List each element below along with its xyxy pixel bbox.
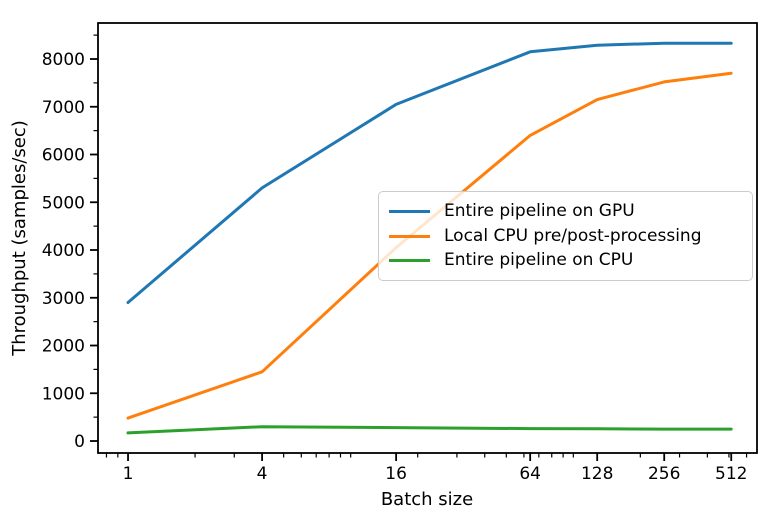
x-tick-label: 1 xyxy=(123,464,134,484)
y-tick-label: 6000 xyxy=(42,146,85,166)
legend-label: Local CPU pre/post-processing xyxy=(444,225,702,246)
legend-line-swatch-local-cpu xyxy=(389,234,430,238)
x-tick-label: 256 xyxy=(648,464,680,484)
legend: Entire pipeline on GPU Local CPU pre/pos… xyxy=(378,191,753,281)
y-axis-label: Throughput (samples/sec) xyxy=(9,120,30,357)
legend-line-swatch-cpu xyxy=(389,258,430,262)
legend-item: Entire pipeline on GPU xyxy=(389,203,744,220)
y-tick-label: 5000 xyxy=(42,193,85,213)
y-tick-label: 0 xyxy=(74,432,85,452)
y-tick-label: 8000 xyxy=(42,50,85,70)
series-layer xyxy=(126,41,733,435)
series-line-2 xyxy=(126,425,733,435)
x-tick-label: 128 xyxy=(581,464,613,484)
legend-label: Entire pipeline on CPU xyxy=(444,249,634,270)
series-line-0 xyxy=(126,41,733,304)
x-tick-label: 4 xyxy=(257,464,268,484)
legend-item: Local CPU pre/post-processing xyxy=(389,225,744,246)
y-tick-label: 1000 xyxy=(42,384,85,404)
plot-spines xyxy=(97,22,758,454)
series-line-1 xyxy=(126,71,733,420)
x-axis-label: Batch size xyxy=(381,489,473,510)
legend-label: Entire pipeline on GPU xyxy=(444,201,635,222)
y-tick-label: 7000 xyxy=(42,98,85,118)
y-tick-label: 4000 xyxy=(42,241,85,261)
y-tick-label: 3000 xyxy=(42,289,85,309)
legend-item: Entire pipeline on CPU xyxy=(389,249,744,270)
y-tick-label: 2000 xyxy=(42,337,85,357)
x-tick-label: 512 xyxy=(715,464,747,484)
x-tick-label: 64 xyxy=(519,464,541,484)
legend-line-swatch-gpu xyxy=(389,210,430,214)
x-tick-label: 16 xyxy=(385,464,407,484)
axes-layer: 1 4 16 64 128 256 512 0 1000 2000 3000 4000 5000 6000… xyxy=(42,22,758,484)
